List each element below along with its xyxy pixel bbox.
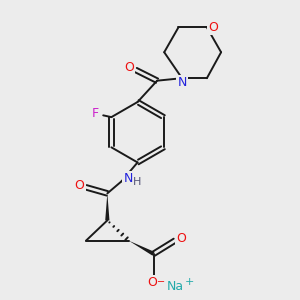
Text: O: O xyxy=(208,21,218,34)
Text: O: O xyxy=(176,232,186,245)
Text: O: O xyxy=(124,61,134,74)
Text: +: + xyxy=(184,277,194,287)
Text: F: F xyxy=(92,107,99,120)
Polygon shape xyxy=(105,194,110,220)
Polygon shape xyxy=(129,241,154,256)
Text: −: − xyxy=(157,277,165,286)
Text: H: H xyxy=(134,177,142,187)
Text: Na: Na xyxy=(167,280,184,293)
Text: N: N xyxy=(177,76,187,89)
Text: O: O xyxy=(147,276,157,289)
Text: O: O xyxy=(75,179,85,192)
Text: N: N xyxy=(123,172,133,185)
